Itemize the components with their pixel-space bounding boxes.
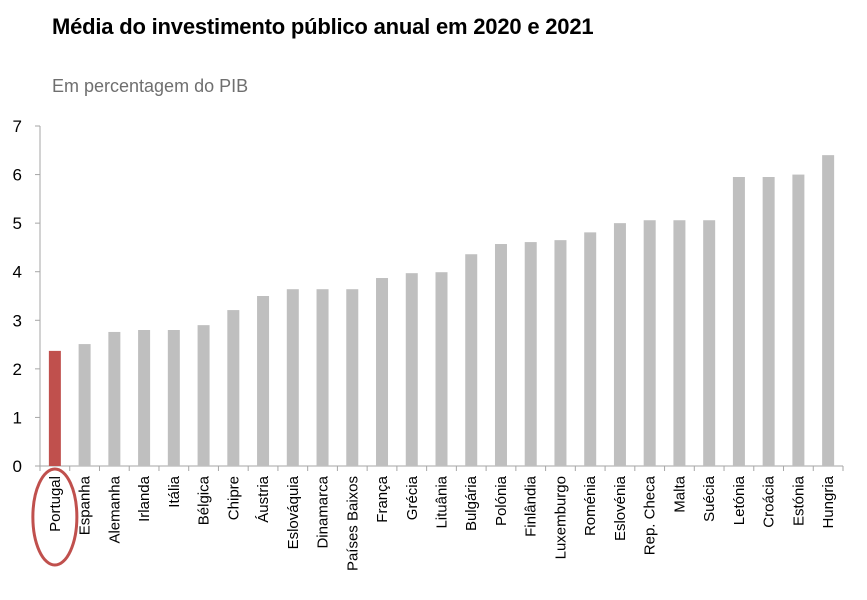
- bar-eslov-quia: [286, 289, 299, 466]
- bar-fran-a: [376, 278, 389, 466]
- category-label: Eslovénia: [612, 475, 629, 541]
- bar-irlanda: [138, 330, 151, 466]
- chart-subtitle: Em percentagem do PIB: [52, 76, 249, 96]
- y-tick-label: 3: [13, 311, 22, 330]
- category-label: Bélgica: [196, 475, 213, 525]
- y-tick-label: 4: [13, 263, 22, 282]
- category-label: Bulgária: [463, 475, 480, 531]
- category-label: França: [374, 475, 391, 522]
- x-axis: [39, 465, 844, 471]
- category-label: Itália: [166, 475, 183, 507]
- y-axis: 0 1 2 3 4 5 6 7: [13, 117, 41, 476]
- y-tick-label: 1: [13, 408, 22, 427]
- bar-portugal: [48, 350, 61, 466]
- category-label: Lituânia: [434, 475, 451, 528]
- category-label: Malta: [671, 475, 688, 512]
- category-label: Letónia: [731, 475, 748, 525]
- highlight-ellipse: [31, 467, 79, 567]
- bar-it-lia: [167, 330, 180, 466]
- category-label: Alemanha: [106, 475, 123, 543]
- category-label: Rep. Checa: [642, 475, 659, 555]
- bar-eslov-nia: [613, 223, 626, 466]
- bar-est-nia: [792, 174, 805, 467]
- category-label: Estónia: [790, 475, 807, 526]
- bar-malta: [673, 220, 686, 466]
- category-label: Croácia: [761, 475, 778, 527]
- bar-pol-nia: [494, 244, 507, 466]
- category-label: Finlândia: [523, 475, 540, 537]
- category-label: Dinamarca: [315, 475, 332, 548]
- category-label: Chipre: [225, 476, 242, 520]
- category-label: Hungria: [820, 475, 837, 528]
- bar-pa-ses-baixos: [346, 289, 359, 466]
- bar-dinamarca: [316, 289, 329, 466]
- category-label: Polónia: [493, 475, 510, 526]
- category-label: Suécia: [701, 475, 718, 522]
- category-label: Luxemburgo: [552, 476, 569, 559]
- bar-rom-nia: [584, 232, 597, 466]
- bar-rep-checa: [643, 220, 656, 466]
- annotations: [31, 467, 79, 567]
- bar-cro-cia: [762, 177, 775, 466]
- category-label: Eslováquia: [285, 475, 302, 549]
- y-tick-label: 0: [13, 457, 22, 476]
- bar--ustria: [257, 296, 270, 466]
- category-label: Países Baixos: [344, 476, 361, 571]
- category-labels: Portugal Espanha Alemanha Irlanda Itália Bélg…: [47, 475, 837, 571]
- bar-luxemburgo: [554, 240, 567, 466]
- y-tick-label: 6: [13, 166, 22, 185]
- bar-su-cia: [703, 220, 716, 466]
- y-tick-label: 2: [13, 360, 22, 379]
- category-label: Grécia: [404, 475, 421, 520]
- bars: [48, 155, 835, 467]
- category-label: Portugal: [47, 476, 64, 532]
- bar-let-nia: [732, 177, 745, 466]
- y-tick-label: 5: [13, 214, 22, 233]
- bar-bulg-ria: [465, 254, 478, 466]
- bar-b-lgica: [197, 325, 210, 466]
- bar-finl-ndia: [524, 242, 537, 466]
- chart-title: Média do investimento público anual em 2…: [52, 14, 594, 39]
- bar-alemanha: [108, 331, 121, 466]
- category-label: Áustria: [255, 475, 272, 522]
- bar-espanha: [78, 344, 91, 466]
- category-label: Espanha: [77, 475, 94, 535]
- bar-hungria: [822, 155, 835, 466]
- bar-litu-nia: [435, 272, 448, 466]
- bar-chipre: [227, 310, 240, 466]
- bar-gr-cia: [405, 273, 418, 466]
- y-tick-label: 7: [13, 117, 22, 136]
- category-label: Roménia: [582, 475, 599, 536]
- category-label: Irlanda: [136, 475, 153, 522]
